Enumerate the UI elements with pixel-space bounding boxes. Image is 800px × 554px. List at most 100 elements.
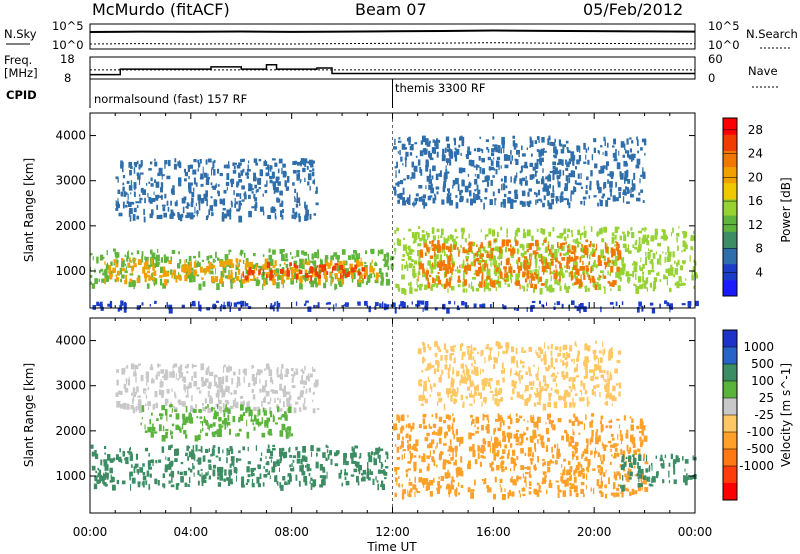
data-cell bbox=[494, 476, 497, 483]
data-cell bbox=[241, 250, 244, 255]
data-cell bbox=[115, 200, 117, 207]
data-cell bbox=[586, 253, 588, 259]
data-cell bbox=[617, 472, 621, 476]
data-cell bbox=[206, 265, 210, 272]
data-cell bbox=[138, 164, 141, 170]
data-cell bbox=[641, 429, 644, 436]
data-cell bbox=[573, 470, 578, 474]
data-cell bbox=[550, 420, 554, 423]
data-cell bbox=[148, 181, 151, 184]
data-cell bbox=[585, 485, 587, 490]
data-cell bbox=[231, 302, 232, 307]
data-cell bbox=[355, 253, 359, 260]
data-cell bbox=[607, 179, 609, 184]
data-cell bbox=[594, 260, 596, 264]
data-cell bbox=[633, 260, 635, 266]
data-cell bbox=[373, 458, 377, 466]
data-cell bbox=[255, 264, 258, 271]
data-cell bbox=[428, 184, 432, 190]
data-cell bbox=[235, 264, 239, 271]
data-cell bbox=[137, 469, 140, 475]
data-cell bbox=[304, 215, 308, 221]
data-cell bbox=[541, 304, 544, 307]
data-cell bbox=[151, 412, 153, 416]
data-cell bbox=[482, 168, 485, 175]
data-cell bbox=[205, 159, 208, 165]
data-cell bbox=[282, 401, 285, 408]
data-cell bbox=[460, 456, 463, 463]
data-cell bbox=[272, 249, 276, 255]
data-cell bbox=[94, 278, 98, 284]
data-cell bbox=[483, 280, 486, 287]
data-cell bbox=[424, 368, 428, 371]
data-cell bbox=[261, 274, 265, 280]
data-cell bbox=[235, 467, 237, 475]
data-cell bbox=[207, 390, 210, 398]
data-cell bbox=[571, 421, 575, 426]
data-cell bbox=[148, 453, 150, 457]
data-cell bbox=[447, 246, 452, 252]
data-cell bbox=[476, 147, 481, 152]
data-cell bbox=[490, 385, 492, 390]
data-cell bbox=[432, 247, 436, 252]
data-cell bbox=[443, 420, 447, 424]
data-cell bbox=[408, 482, 413, 486]
power-colorbar-swatch bbox=[723, 263, 737, 281]
data-cell bbox=[256, 476, 260, 484]
data-cell bbox=[518, 373, 521, 381]
data-cell bbox=[419, 300, 422, 304]
data-cell bbox=[427, 260, 431, 266]
data-cell bbox=[205, 448, 209, 453]
data-cell bbox=[228, 449, 231, 456]
data-cell bbox=[112, 267, 116, 273]
data-cell bbox=[396, 481, 398, 486]
data-cell bbox=[600, 466, 603, 474]
data-cell bbox=[507, 492, 510, 499]
data-cell bbox=[617, 484, 621, 487]
data-cell bbox=[144, 272, 148, 278]
data-cell bbox=[493, 364, 496, 369]
data-cell bbox=[276, 198, 281, 203]
data-cell bbox=[213, 169, 216, 176]
data-cell bbox=[534, 272, 537, 276]
data-cell bbox=[229, 478, 233, 484]
data-cell bbox=[437, 235, 439, 240]
data-cell bbox=[583, 232, 587, 238]
data-cell bbox=[299, 275, 302, 278]
data-cell bbox=[499, 484, 501, 488]
data-cell bbox=[178, 274, 181, 280]
data-cell bbox=[487, 149, 490, 153]
data-cell bbox=[461, 233, 464, 240]
data-cell bbox=[643, 280, 647, 287]
data-cell bbox=[632, 153, 636, 158]
data-cell bbox=[572, 380, 574, 387]
data-cell bbox=[633, 172, 636, 180]
power-colorbar-swatch bbox=[723, 198, 737, 216]
data-cell bbox=[595, 248, 597, 251]
data-cell bbox=[198, 409, 202, 413]
data-cell bbox=[160, 182, 164, 189]
data-cell bbox=[178, 366, 180, 373]
data-cell bbox=[482, 180, 485, 183]
data-cell bbox=[392, 146, 397, 150]
data-cell bbox=[419, 285, 422, 291]
data-cell bbox=[158, 389, 162, 395]
data-cell bbox=[401, 436, 404, 440]
data-cell bbox=[396, 433, 400, 440]
data-cell bbox=[577, 420, 580, 427]
data-cell bbox=[260, 452, 263, 456]
data-cell bbox=[144, 391, 146, 395]
data-cell bbox=[502, 377, 505, 383]
data-cell bbox=[154, 431, 158, 434]
freq-line bbox=[90, 63, 695, 76]
data-cell bbox=[187, 273, 191, 279]
data-cell bbox=[572, 431, 575, 436]
data-cell bbox=[495, 169, 498, 175]
data-cell bbox=[97, 467, 100, 471]
data-cell bbox=[486, 424, 490, 429]
data-cell bbox=[398, 476, 400, 479]
data-cell bbox=[283, 270, 287, 277]
data-cell bbox=[188, 176, 190, 180]
data-cell bbox=[606, 243, 608, 247]
data-cell bbox=[116, 479, 120, 485]
